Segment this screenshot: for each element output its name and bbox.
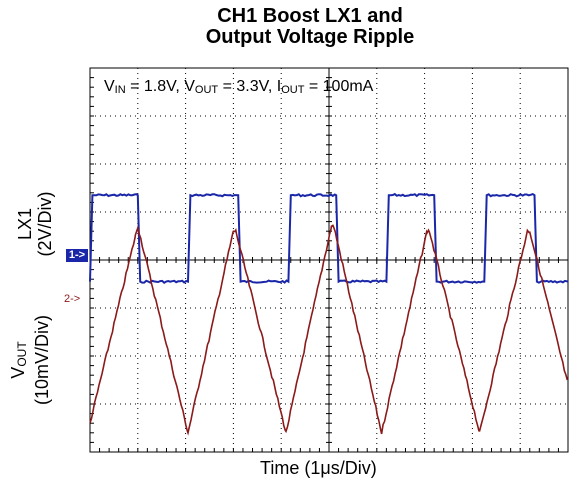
vout-axis-label: VOUT (10mV/Div) xyxy=(8,280,52,440)
iout-subscript: OUT xyxy=(281,84,305,96)
x-axis-label: Time (1μs/Div) xyxy=(260,458,377,478)
ch2-ground-marker: 2-> xyxy=(64,293,81,305)
vin-subscript: IN xyxy=(114,84,126,96)
vout-symbol: V xyxy=(184,78,195,95)
vout-subscript: OUT xyxy=(194,84,219,96)
vin-value: = 1.8V, xyxy=(125,78,185,95)
iout-value: = 100mA xyxy=(304,78,374,95)
vout-value: = 3.3V, xyxy=(218,78,277,95)
lx1-axis-label: LX1 (2V/Div) xyxy=(15,164,55,284)
scope-grid xyxy=(89,67,569,453)
lx1-trace xyxy=(89,192,569,284)
iout-symbol: I xyxy=(276,78,282,95)
ch1-ground-marker: 1-> xyxy=(66,249,88,262)
lx1-axis-label-scale: (2V/Div) xyxy=(35,191,55,257)
chart-title-line2: Output Voltage Ripple xyxy=(205,26,415,48)
vout-axis-label-name: VOUT xyxy=(8,280,32,440)
lx1-axis-label-name: LX1 xyxy=(15,207,35,241)
vout-trace xyxy=(89,224,569,436)
vout-axis-symbol: V xyxy=(8,366,28,379)
vin-symbol: V xyxy=(104,78,115,95)
chart-title-line1: CH1 Boost LX1 and xyxy=(217,5,403,27)
vout-axis-label-scale: (10mV/Div) xyxy=(32,315,52,406)
test-conditions: VIN = 1.8V, VOUT = 3.3V, IOUT = 100mA xyxy=(104,78,373,96)
vout-axis-subscript: OUT xyxy=(15,341,29,367)
